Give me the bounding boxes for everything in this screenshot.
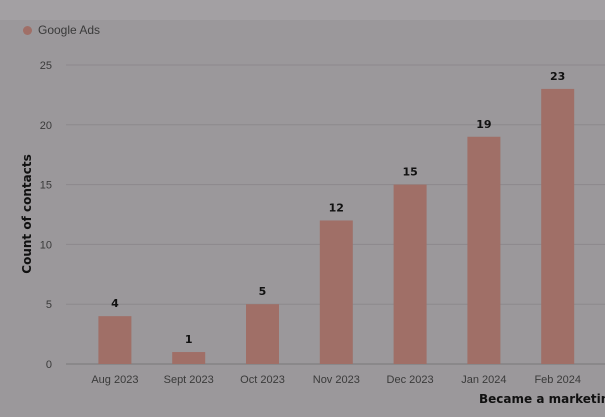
legend-swatch bbox=[23, 25, 32, 35]
legend-label: Google Ads bbox=[38, 23, 101, 37]
x-axis-label: Became a marketing bbox=[479, 392, 605, 406]
top-strip bbox=[0, 0, 605, 20]
x-tick-label: Dec 2023 bbox=[387, 374, 434, 386]
x-axis-ticks: Aug 2023 Sept 2023 Oct 2023 Nov 2023 Dec 202… bbox=[91, 374, 581, 386]
bar[interactable] bbox=[246, 304, 279, 364]
data-label: 1 bbox=[185, 333, 193, 346]
y-axis-label: Count of contacts bbox=[20, 154, 34, 273]
data-label: 4 bbox=[111, 297, 119, 310]
bar[interactable] bbox=[98, 316, 132, 364]
y-tick-label: 0 bbox=[46, 359, 52, 371]
data-label: 15 bbox=[402, 166, 417, 179]
x-tick-label: Feb 2024 bbox=[534, 374, 580, 386]
x-tick-label: Nov 2023 bbox=[313, 374, 360, 386]
bar[interactable] bbox=[172, 352, 206, 364]
data-label: 19 bbox=[476, 118, 491, 131]
data-label: 12 bbox=[329, 201, 344, 214]
x-tick-label: Oct 2023 bbox=[240, 374, 285, 386]
bar[interactable] bbox=[393, 184, 427, 364]
y-axis-ticks: 0 5 10 15 20 25 bbox=[40, 60, 52, 371]
y-tick-label: 15 bbox=[40, 180, 52, 192]
legend[interactable]: Google Ads bbox=[23, 22, 100, 38]
y-tick-label: 20 bbox=[40, 120, 52, 132]
x-tick-label: Jan 2024 bbox=[461, 374, 506, 386]
x-tick-label: Sept 2023 bbox=[164, 374, 214, 386]
data-label: 5 bbox=[259, 285, 267, 298]
bar[interactable] bbox=[541, 88, 575, 365]
data-label: 23 bbox=[550, 70, 565, 83]
bar[interactable] bbox=[467, 136, 501, 364]
bars bbox=[98, 88, 575, 365]
y-tick-label: 5 bbox=[46, 299, 52, 311]
y-tick-label: 10 bbox=[40, 239, 52, 251]
y-tick-label: 25 bbox=[40, 60, 52, 72]
x-tick-label: Aug 2023 bbox=[91, 374, 138, 386]
bar[interactable] bbox=[319, 220, 353, 364]
